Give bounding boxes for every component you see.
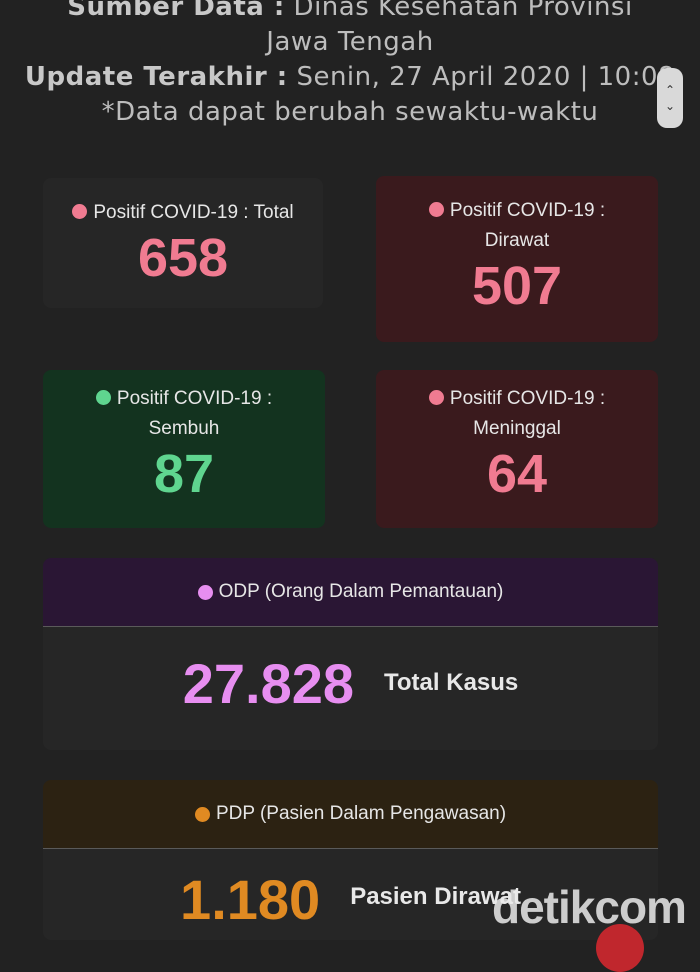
card-positif-total: Positif COVID-19 : Total 658 — [43, 178, 323, 308]
card-label: Positif COVID-19 : — [376, 196, 658, 226]
card-positif-dirawat: Positif COVID-19 : Dirawat 507 — [376, 176, 658, 342]
red-circle-icon — [596, 924, 644, 972]
card-label-line2: Meninggal — [473, 418, 561, 439]
scroll-arrows-icon[interactable]: ⌃ ⌄ — [657, 68, 683, 128]
card-label-line2: Sembuh — [148, 418, 220, 439]
pink-dot-icon — [428, 390, 444, 405]
update-label: Update Terakhir : — [24, 62, 288, 92]
disclaimer-note: *Data dapat berubah sewaktu-waktu — [101, 97, 599, 127]
pdp-value: 1.180 — [180, 868, 321, 931]
source-label: Sumber Data : — [67, 0, 285, 22]
odp-panel: ODP (Orang Dalam Pemantauan) 27.828 Tota… — [43, 558, 658, 750]
source-value: Dinas Kesehatan Provinsi — [293, 0, 633, 22]
source-line: Sumber Data : Dinas Kesehatan Provinsi — [0, 0, 700, 25]
pink-dot-icon — [428, 202, 444, 217]
card-value: 87 — [153, 444, 215, 504]
odp-header: ODP (Orang Dalam Pemantauan) — [43, 558, 658, 627]
green-dot-icon — [95, 390, 111, 405]
header: Sumber Data : Dinas Kesehatan Provinsi J… — [0, 0, 700, 130]
pdp-body: 1.180 Pasien Dirawat — [43, 849, 658, 959]
update-line: Update Terakhir : Senin, 27 April 2020 |… — [0, 60, 700, 95]
pdp-panel: PDP (Pasien Dalam Pengawasan) 1.180 Pasi… — [43, 780, 658, 940]
source-value-line2: Jawa Tengah — [266, 27, 434, 57]
violet-dot-icon — [197, 584, 213, 600]
card-label: Positif COVID-19 : — [376, 384, 658, 414]
card-label: Positif COVID-19 : — [43, 384, 325, 414]
update-value: Senin, 27 April 2020 | 10:08 — [296, 62, 676, 92]
card-value: 658 — [137, 228, 229, 288]
card-positif-sembuh: Positif COVID-19 : Sembuh 87 — [43, 370, 325, 528]
card-label-line2: Dirawat — [484, 230, 550, 251]
pink-dot-icon — [72, 204, 88, 219]
card-value: 64 — [486, 444, 548, 504]
pdp-caption: Pasien Dirawat — [350, 883, 521, 910]
card-value: 507 — [471, 256, 563, 316]
card-label: Positif COVID-19 : Total — [43, 198, 323, 228]
odp-value: 27.828 — [182, 651, 355, 715]
orange-dot-icon — [194, 806, 210, 822]
odp-body: 27.828 Total Kasus — [43, 627, 658, 739]
pdp-header: PDP (Pasien Dalam Pengawasan) — [43, 780, 658, 849]
detikcom-watermark: detikcom — [492, 881, 687, 933]
card-positif-meninggal: Positif COVID-19 : Meninggal 64 — [376, 370, 658, 528]
odp-caption: Total Kasus — [384, 669, 519, 696]
